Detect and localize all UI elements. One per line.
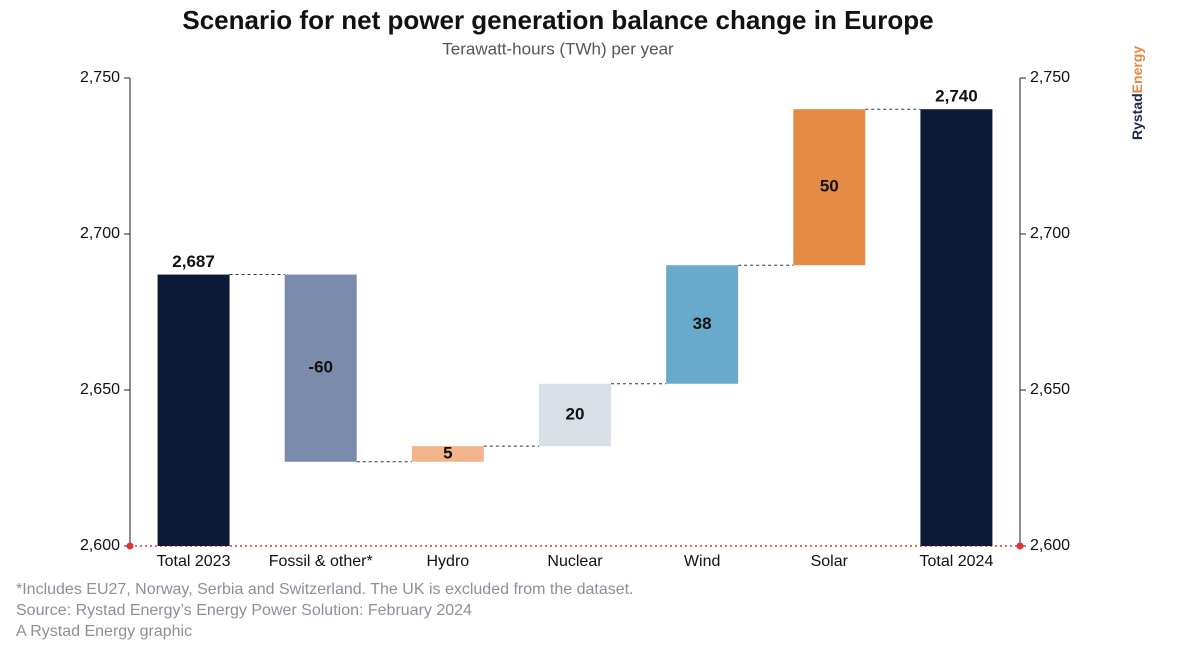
y2-tick-label: 2,600 <box>1030 537 1070 554</box>
x-tick-label: Total 2024 <box>920 553 994 570</box>
y2-tick-label: 2,650 <box>1030 381 1070 398</box>
y-tick-label: 2,650 <box>80 381 120 398</box>
chart-subtitle: Terawatt-hours (TWh) per year <box>442 39 674 58</box>
value-label: 2,687 <box>172 252 215 271</box>
baseline-dot <box>1016 542 1024 550</box>
y2-tick-label: 2,700 <box>1030 225 1070 242</box>
value-label: -60 <box>308 358 333 377</box>
value-label: 20 <box>566 404 585 423</box>
y-tick-label: 2,750 <box>80 69 120 86</box>
x-tick-label: Fossil & other* <box>269 553 373 570</box>
bar <box>157 274 230 546</box>
footnote: A Rystad Energy graphic <box>16 623 192 640</box>
y-tick-label: 2,700 <box>80 225 120 242</box>
logo-part: Energy <box>1129 46 1145 94</box>
footnote: *Includes EU27, Norway, Serbia and Switz… <box>16 581 634 598</box>
value-label: 2,740 <box>935 87 978 106</box>
bar <box>539 383 611 447</box>
value-label: 5 <box>443 443 452 462</box>
bar <box>284 274 357 462</box>
baseline-dot <box>126 542 134 550</box>
x-tick-label: Total 2023 <box>157 553 231 570</box>
y2-tick-label: 2,750 <box>1030 69 1070 86</box>
x-tick-label: Nuclear <box>547 553 603 570</box>
y-tick-label: 2,600 <box>80 537 120 554</box>
logo-part: Rystad <box>1129 93 1145 140</box>
x-tick-label: Solar <box>811 553 849 570</box>
footnote: Source: Rystad Energy’s Energy Power Sol… <box>16 602 472 619</box>
x-tick-label: Wind <box>684 553 720 570</box>
bar <box>920 109 993 546</box>
bar <box>793 109 866 266</box>
x-tick-label: Hydro <box>427 553 470 570</box>
bar <box>411 446 484 462</box>
bar <box>666 265 739 384</box>
value-label: 50 <box>820 177 839 196</box>
value-label: 38 <box>693 314 712 333</box>
logo: RystadEnergy <box>1129 46 1145 140</box>
chart-title: Scenario for net power generation balanc… <box>182 5 933 35</box>
